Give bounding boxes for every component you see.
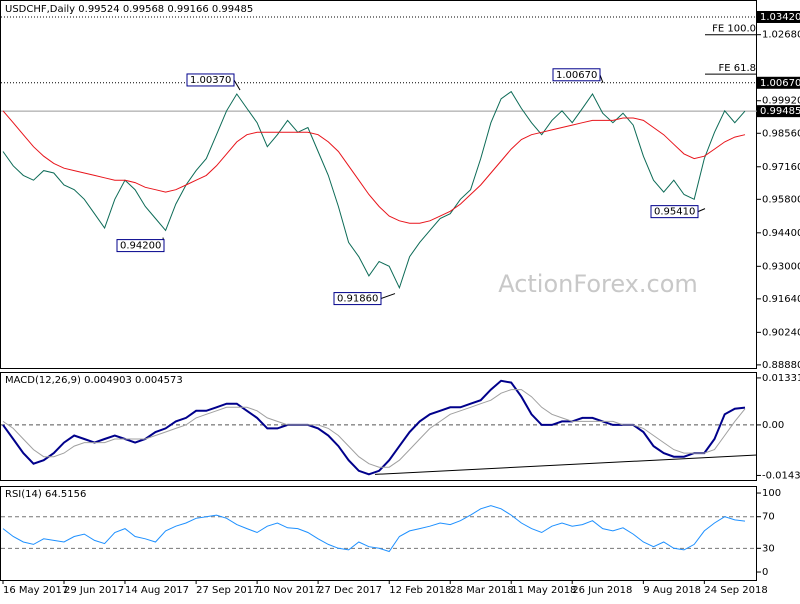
y-tick-label: 30 bbox=[762, 543, 775, 554]
series-line bbox=[2, 90, 746, 290]
macd-panel bbox=[0, 372, 757, 481]
annotation-box bbox=[650, 205, 699, 219]
x-tick-label: 9 Aug 2018 bbox=[643, 585, 701, 596]
y-tick-label: 0.91640 bbox=[762, 294, 800, 305]
annotation-box bbox=[186, 73, 235, 87]
y-tick-label: 0 bbox=[762, 567, 768, 578]
series-line bbox=[2, 110, 746, 224]
x-tick-label: 29 Jun 2017 bbox=[64, 585, 124, 596]
annotation-label: 1.00670 bbox=[556, 70, 597, 81]
y-tick-label: 0.94400 bbox=[762, 228, 800, 239]
chart-title: USDCHF,Daily 0.99524 0.99568 0.99166 0.9… bbox=[5, 4, 253, 15]
annotation-box bbox=[116, 239, 165, 253]
trend-line bbox=[374, 454, 758, 475]
level-label-box bbox=[757, 10, 800, 23]
y-tick-label: -0.014323 bbox=[762, 470, 800, 481]
y-tick-label: 0.00 bbox=[762, 420, 784, 431]
annotation-box bbox=[333, 292, 382, 306]
y-tick-label: 1.02680 bbox=[762, 30, 800, 41]
x-tick-label: 12 Feb 2018 bbox=[389, 585, 451, 596]
x-tick-label: 16 May 2017 bbox=[3, 585, 68, 596]
y-tick-label: 0.99920 bbox=[762, 96, 800, 107]
y-tick-label: 0.93000 bbox=[762, 261, 800, 272]
x-tick-label: 24 Sep 2018 bbox=[704, 585, 767, 596]
annotation-label: 0.95410 bbox=[654, 207, 695, 218]
y-tick-label: 0.98560 bbox=[762, 128, 800, 139]
level-label: 1.00670 bbox=[760, 78, 800, 89]
annotation-box bbox=[552, 68, 601, 82]
series-line bbox=[2, 505, 746, 553]
annotation-line bbox=[697, 208, 706, 213]
level-label: 1.03420 bbox=[760, 12, 800, 23]
y-tick-label: 0.90240 bbox=[762, 327, 800, 338]
main-panel bbox=[0, 0, 757, 369]
x-tick-label: 14 Aug 2017 bbox=[125, 585, 189, 596]
x-tick-label: 28 Mar 2018 bbox=[450, 585, 513, 596]
x-tick-label: 27 Sep 2017 bbox=[196, 585, 259, 596]
annotation-label: 0.91860 bbox=[337, 294, 378, 305]
annotation-label: 1.00370 bbox=[190, 75, 231, 86]
x-tick-label: 10 Nov 2017 bbox=[257, 585, 321, 596]
annotation-line bbox=[233, 79, 241, 91]
macd-title: MACD(12,26,9) 0.004903 0.004573 bbox=[5, 375, 183, 386]
fib-label: FE 100.0 bbox=[712, 24, 756, 35]
rsi-panel bbox=[0, 486, 757, 581]
annotation-label: 0.94200 bbox=[120, 241, 161, 252]
level-label-box bbox=[757, 76, 800, 89]
x-tick-label: 27 Dec 2017 bbox=[318, 585, 382, 596]
level-label-box bbox=[757, 105, 800, 118]
y-tick-label: 0.88880 bbox=[762, 360, 800, 371]
rsi-title: RSI(14) 64.5156 bbox=[5, 489, 86, 500]
series-line bbox=[2, 389, 746, 468]
fib-label: FE 61.8 bbox=[718, 63, 756, 74]
watermark: ActionForex.com bbox=[498, 270, 698, 298]
series-line bbox=[2, 379, 746, 476]
x-tick-label: 11 May 2018 bbox=[511, 585, 576, 596]
y-tick-label: 70 bbox=[762, 512, 775, 523]
y-tick-label: 0.97160 bbox=[762, 162, 800, 173]
y-tick-label: 0.95800 bbox=[762, 194, 800, 205]
y-tick-label: 0.013319 bbox=[762, 373, 800, 384]
annotation-line bbox=[380, 293, 396, 300]
x-tick-label: 26 Jun 2018 bbox=[572, 585, 632, 596]
y-tick-label: 100 bbox=[762, 488, 781, 499]
level-label: 0.99485 bbox=[760, 106, 800, 117]
